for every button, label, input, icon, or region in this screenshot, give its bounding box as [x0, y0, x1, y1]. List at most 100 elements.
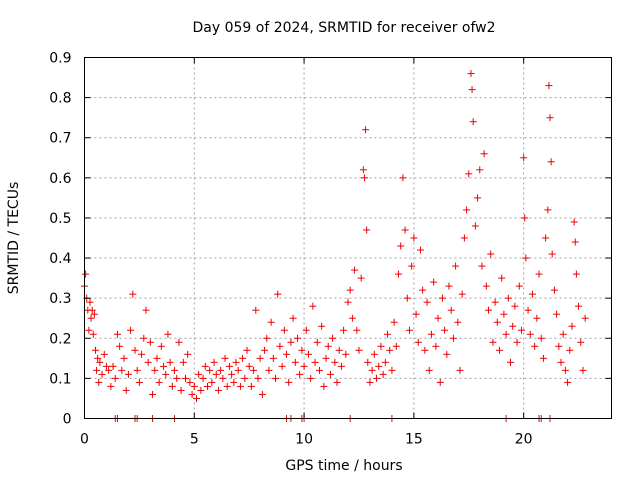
data-point [571, 238, 579, 246]
data-point [243, 346, 251, 354]
data-point [405, 326, 413, 334]
data-point [542, 234, 550, 242]
data-point [149, 390, 157, 398]
data-point [553, 310, 561, 318]
data-point [568, 322, 576, 330]
data-point [171, 366, 179, 374]
data-point [140, 334, 148, 342]
data-point [515, 282, 523, 290]
data-point [177, 386, 185, 394]
data-point [304, 350, 312, 358]
y-tick-label: 0 [63, 412, 72, 428]
data-point [476, 166, 484, 174]
data-point [197, 386, 205, 394]
data-point [280, 326, 288, 334]
data-point [357, 274, 365, 282]
data-point [416, 246, 424, 254]
data-point [285, 378, 293, 386]
data-point [113, 330, 121, 338]
data-point [88, 306, 96, 314]
data-point [210, 358, 218, 366]
x-axis-label: GPS time / hours [285, 458, 402, 474]
data-point [179, 358, 187, 366]
data-point [151, 366, 159, 374]
data-point [581, 314, 589, 322]
data-point [93, 366, 101, 374]
data-point [384, 330, 392, 338]
data-point [395, 270, 403, 278]
data-point [124, 370, 132, 378]
data-point [546, 114, 554, 122]
data-point [122, 386, 130, 394]
data-point [419, 286, 427, 294]
data-point [463, 206, 471, 214]
y-tick-label: 0.6 [49, 171, 71, 187]
data-point [302, 326, 310, 334]
data-point [118, 366, 126, 374]
data-point [182, 374, 190, 382]
tick-layer: 0 0.1 0.2 0.3 0.4 0.5 0.6 0.7 0.8 0.9 0 5 10 15 20 [49, 51, 612, 448]
data-point [188, 390, 196, 398]
data-point [331, 358, 339, 366]
data-point [201, 362, 209, 370]
y-tick-label: 0.4 [49, 251, 71, 267]
data-point [375, 362, 383, 370]
data-point [107, 382, 115, 390]
data-point [496, 346, 504, 354]
data-point [102, 362, 110, 370]
data-point [468, 86, 476, 94]
data-point [572, 270, 580, 278]
data-point [539, 354, 547, 362]
data-point [517, 326, 525, 334]
data-point [381, 358, 389, 366]
data-point [469, 118, 477, 126]
data-point [500, 310, 508, 318]
data-point [547, 158, 555, 166]
data-point [430, 278, 438, 286]
data-point [190, 382, 198, 390]
data-point [254, 374, 262, 382]
data-point [86, 298, 94, 306]
data-point [392, 342, 400, 350]
data-point [555, 342, 563, 350]
data-point [434, 314, 442, 322]
data-point [570, 218, 578, 226]
data-point [423, 298, 431, 306]
data-point [186, 378, 194, 386]
x-tick-label: 10 [295, 432, 313, 448]
data-point [247, 382, 255, 390]
data-point [173, 374, 181, 382]
data-point [208, 378, 216, 386]
data-point [293, 334, 301, 342]
data-point [363, 226, 371, 234]
data-point [436, 378, 444, 386]
data-point [465, 170, 473, 178]
data-point [359, 166, 367, 174]
data-point [445, 282, 453, 290]
data-point [135, 378, 143, 386]
data-point [362, 126, 370, 134]
data-point [579, 366, 587, 374]
data-point [410, 234, 418, 242]
data-point [340, 326, 348, 334]
y-tick-label: 0.7 [49, 131, 71, 147]
data-point [90, 310, 98, 318]
data-point [87, 314, 95, 322]
data-point [348, 314, 356, 322]
y-tick-label: 0.1 [49, 371, 71, 387]
y-tick-label: 0.3 [49, 291, 71, 307]
data-point [309, 302, 317, 310]
y-tick-label: 0.9 [49, 51, 71, 67]
data-point [199, 374, 207, 382]
data-point [335, 346, 343, 354]
data-point [162, 370, 170, 378]
data-point [379, 370, 387, 378]
data-point [157, 342, 165, 350]
data-point [452, 262, 460, 270]
data-point [116, 342, 124, 350]
data-point [129, 290, 137, 298]
data-point [265, 366, 273, 374]
data-point [175, 338, 183, 346]
data-point [364, 358, 372, 366]
data-point [456, 366, 464, 374]
